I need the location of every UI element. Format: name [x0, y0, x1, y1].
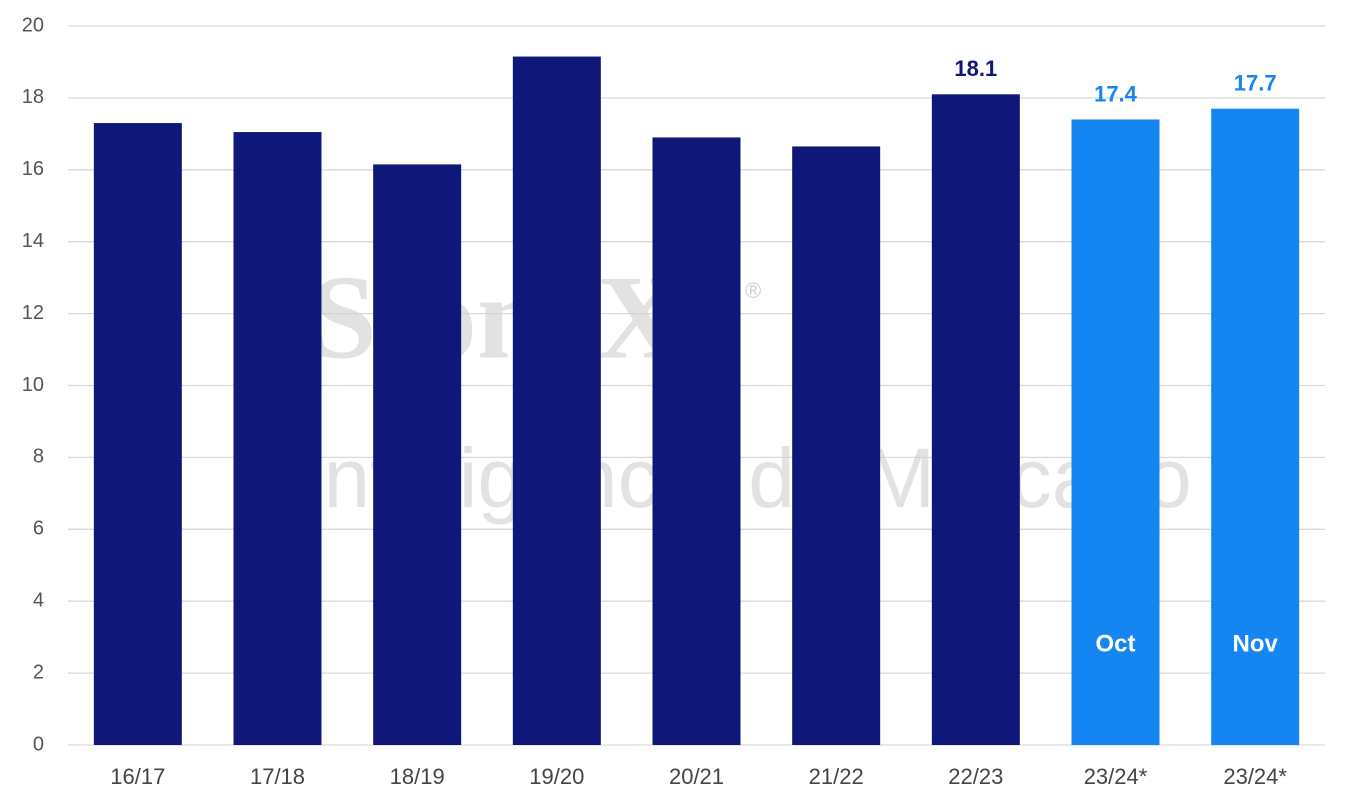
- bar: [1071, 119, 1160, 746]
- y-tick-label: 4: [33, 589, 44, 611]
- x-tick-label: 23/24*: [1223, 764, 1287, 789]
- data-label: 17.7: [1234, 70, 1277, 95]
- y-tick-label: 14: [22, 230, 44, 252]
- y-tick-label: 10: [22, 374, 44, 396]
- watermark: ®: [745, 278, 761, 303]
- y-tick-label: 12: [22, 302, 44, 324]
- bar: [792, 146, 881, 745]
- bar: [652, 137, 741, 745]
- x-tick-label: 21/22: [809, 764, 864, 789]
- y-tick-label: 6: [33, 518, 44, 540]
- x-tick-label: 23/24*: [1084, 764, 1148, 789]
- bar: [233, 132, 322, 746]
- bar-annotation: Oct: [1095, 630, 1135, 657]
- y-tick-label: 0: [33, 733, 44, 755]
- data-label: 18.1: [954, 56, 997, 81]
- x-tick-label: 17/18: [250, 764, 305, 789]
- y-tick-label: 20: [22, 14, 44, 36]
- x-tick-label: 16/17: [110, 764, 165, 789]
- bar: [373, 164, 462, 746]
- y-tick-label: 18: [22, 86, 44, 108]
- bar: [1211, 108, 1300, 745]
- x-tick-label: 20/21: [669, 764, 724, 789]
- bar: [931, 94, 1020, 746]
- y-tick-label: 2: [33, 661, 44, 683]
- data-label: 17.4: [1094, 81, 1138, 106]
- y-tick-label: 16: [22, 158, 44, 180]
- watermark: StoneX: [310, 251, 683, 384]
- y-tick-label: 8: [33, 446, 44, 468]
- bar: [93, 123, 182, 745]
- x-tick-label: 22/23: [948, 764, 1003, 789]
- x-tick-label: 19/20: [529, 764, 584, 789]
- x-tick-label: 18/19: [390, 764, 445, 789]
- bar: [512, 56, 601, 746]
- bar-annotation: Nov: [1232, 630, 1278, 657]
